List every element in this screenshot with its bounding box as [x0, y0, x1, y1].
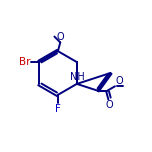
Text: F: F	[55, 104, 61, 114]
Text: Br: Br	[19, 57, 30, 67]
Text: O: O	[116, 76, 123, 86]
Text: NH: NH	[70, 72, 85, 82]
Text: O: O	[56, 32, 64, 42]
Text: O: O	[106, 100, 114, 110]
